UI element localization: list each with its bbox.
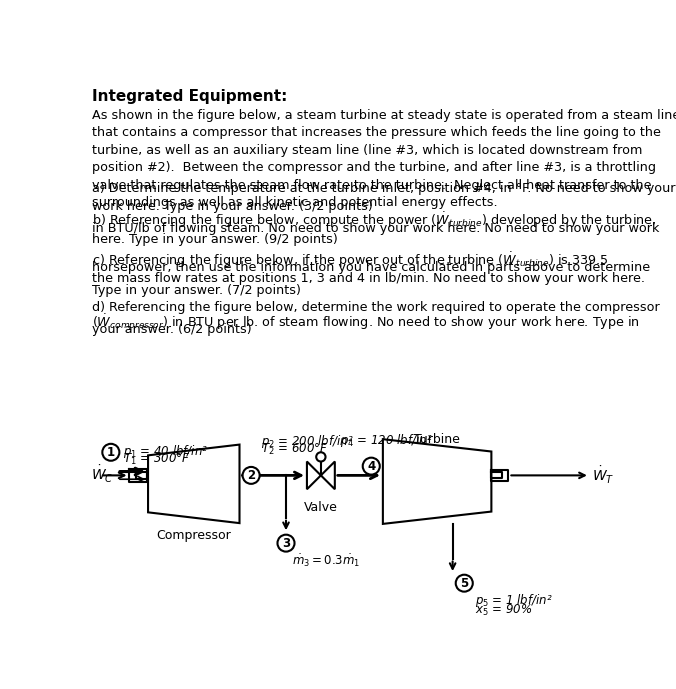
Text: $T_1$ = 300°F: $T_1$ = 300°F bbox=[123, 452, 191, 467]
Text: 2: 2 bbox=[247, 469, 255, 482]
Text: d) Referencing the figure below, determine the work required to operate the comp: d) Referencing the figure below, determi… bbox=[92, 301, 660, 314]
Text: $p_1$ = 40 lbf/in²: $p_1$ = 40 lbf/in² bbox=[123, 443, 208, 460]
Text: your answer. (6/2 points): your answer. (6/2 points) bbox=[92, 323, 252, 336]
Text: the mass flow rates at positions 1, 3 and 4 in lb/min. No need to show your work: the mass flow rates at positions 1, 3 an… bbox=[92, 272, 646, 285]
Circle shape bbox=[363, 457, 380, 475]
Text: $x_5$ = 90%: $x_5$ = 90% bbox=[475, 602, 532, 617]
Text: horsepower, then use the information you have calculated in parts above to deter: horsepower, then use the information you… bbox=[92, 261, 650, 274]
Text: c) Referencing the figure below, if the power out of the turbine ($\dot{W}_{turb: c) Referencing the figure below, if the … bbox=[92, 250, 609, 269]
Text: Valve: Valve bbox=[304, 501, 338, 514]
Text: Type in your answer. (7/2 points): Type in your answer. (7/2 points) bbox=[92, 284, 301, 297]
Text: b) Referencing the figure below, compute the power ($\dot{W}_{turbine}$) develop: b) Referencing the figure below, compute… bbox=[92, 211, 656, 230]
Text: ($\dot{W}_{compressor}$) in BTU per lb. of steam flowing. No need to show your w: ($\dot{W}_{compressor}$) in BTU per lb. … bbox=[92, 312, 640, 333]
Text: $\dot{m}_3 = 0.3\dot{m}_1$: $\dot{m}_3 = 0.3\dot{m}_1$ bbox=[292, 553, 360, 569]
Circle shape bbox=[102, 444, 120, 461]
Text: $T_2$ = 600°F: $T_2$ = 600°F bbox=[261, 442, 329, 457]
Text: $\dot{W}_C$: $\dot{W}_C$ bbox=[91, 464, 114, 485]
Circle shape bbox=[277, 535, 295, 552]
Text: As shown in the figure below, a steam turbine at steady state is operated from a: As shown in the figure below, a steam tu… bbox=[92, 109, 676, 209]
Text: Integrated Equipment:: Integrated Equipment: bbox=[92, 89, 287, 104]
Text: in BTU/lb of flowing steam. No need to show your work here. No need to show your: in BTU/lb of flowing steam. No need to s… bbox=[92, 222, 660, 235]
Circle shape bbox=[243, 467, 260, 484]
Text: $p_5$ = 1 lbf/in²: $p_5$ = 1 lbf/in² bbox=[475, 592, 553, 608]
Text: Turbine: Turbine bbox=[414, 433, 460, 446]
Text: a) Determine the temperature at the turbine inlet, position #4, in °F. No need t: a) Determine the temperature at the turb… bbox=[92, 182, 676, 212]
Text: Compressor: Compressor bbox=[156, 529, 231, 542]
Text: $\dot{W}_T$: $\dot{W}_T$ bbox=[592, 465, 614, 486]
Text: 3: 3 bbox=[282, 537, 290, 550]
Circle shape bbox=[456, 575, 473, 592]
Text: 1: 1 bbox=[107, 446, 115, 459]
Text: 5: 5 bbox=[460, 577, 468, 590]
Text: $p_2$ = 200 lbf/in²: $p_2$ = 200 lbf/in² bbox=[261, 433, 354, 450]
Text: here. Type in your answer. (9/2 points): here. Type in your answer. (9/2 points) bbox=[92, 233, 338, 246]
Text: 4: 4 bbox=[367, 460, 375, 473]
Text: $p_4$ = 120 lbf/in²: $p_4$ = 120 lbf/in² bbox=[340, 432, 433, 449]
